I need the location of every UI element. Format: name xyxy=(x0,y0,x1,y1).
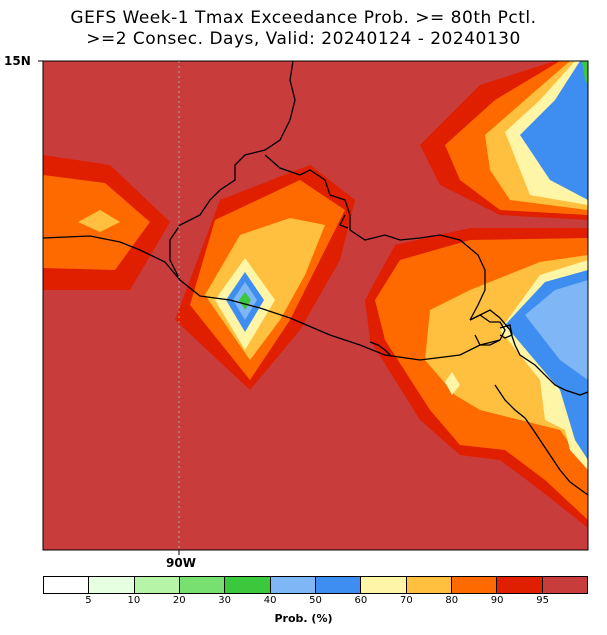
colorbar-tick-label: 50 xyxy=(309,595,322,606)
probability-map xyxy=(38,60,589,555)
contour-30-northeast-spot xyxy=(582,61,588,85)
contour-60-southeast-spot xyxy=(445,372,460,395)
longitude-label-90w: 90W xyxy=(166,556,196,570)
map-title-line-2: >=2 Consec. Days, Valid: 20240124 - 2024… xyxy=(86,29,521,49)
coastline-segment xyxy=(469,309,588,396)
colorbar-tick-label: 95 xyxy=(536,595,549,606)
colorbar-tick-label: 10 xyxy=(127,595,141,606)
colorbar-swatch xyxy=(179,577,226,593)
colorbar-swatch xyxy=(451,577,498,593)
colorbar-tick-label: 60 xyxy=(354,595,368,606)
latitude-label-15n: 15N xyxy=(4,54,31,68)
colorbar-swatch xyxy=(497,577,543,593)
colorbar-tick-labels: 5 10 20 30 40 50 60 70 80 90 95 xyxy=(43,595,588,609)
northern-border xyxy=(169,61,296,281)
contour-50-northeast xyxy=(520,61,588,200)
lake-outline xyxy=(499,324,513,339)
colorbar-title: Prob. (%) xyxy=(274,612,333,625)
map-title-line-1: GEFS Week-1 Tmax Exceedance Prob. >= 80t… xyxy=(70,8,537,28)
central-border xyxy=(264,154,486,321)
colorbar-swatch xyxy=(44,577,90,593)
colorbar-tick-label: 70 xyxy=(399,595,413,606)
contour-70-west xyxy=(78,210,120,232)
colorbar-swatch xyxy=(361,577,407,593)
colorbar-swatch xyxy=(225,577,271,593)
colorbar-tick-label: 20 xyxy=(172,595,186,606)
map-frame xyxy=(42,60,589,551)
colorbar-swatch xyxy=(406,577,452,593)
inland-border xyxy=(339,214,349,229)
colorbar-swatch xyxy=(542,577,587,593)
colorbar-tick-label: 5 xyxy=(85,595,92,606)
peninsula-outline xyxy=(369,341,391,356)
colorbar-swatch xyxy=(270,577,316,593)
colorbar-swatch xyxy=(89,577,135,593)
southern-coastline xyxy=(494,384,588,496)
contour-30-central xyxy=(239,292,251,310)
colorbar-tick-label: 90 xyxy=(490,595,504,606)
colorbar-swatch xyxy=(134,577,180,593)
colorbar-tick-label: 40 xyxy=(263,595,277,606)
gulf-outline xyxy=(469,314,506,346)
colorbar-tick-label: 30 xyxy=(218,595,232,606)
colorbar-tick-label: 80 xyxy=(445,595,459,606)
coastline xyxy=(43,235,501,361)
colorbar-swatch xyxy=(315,577,362,593)
contour-40-southeast xyxy=(525,280,588,380)
colorbar xyxy=(43,576,588,594)
